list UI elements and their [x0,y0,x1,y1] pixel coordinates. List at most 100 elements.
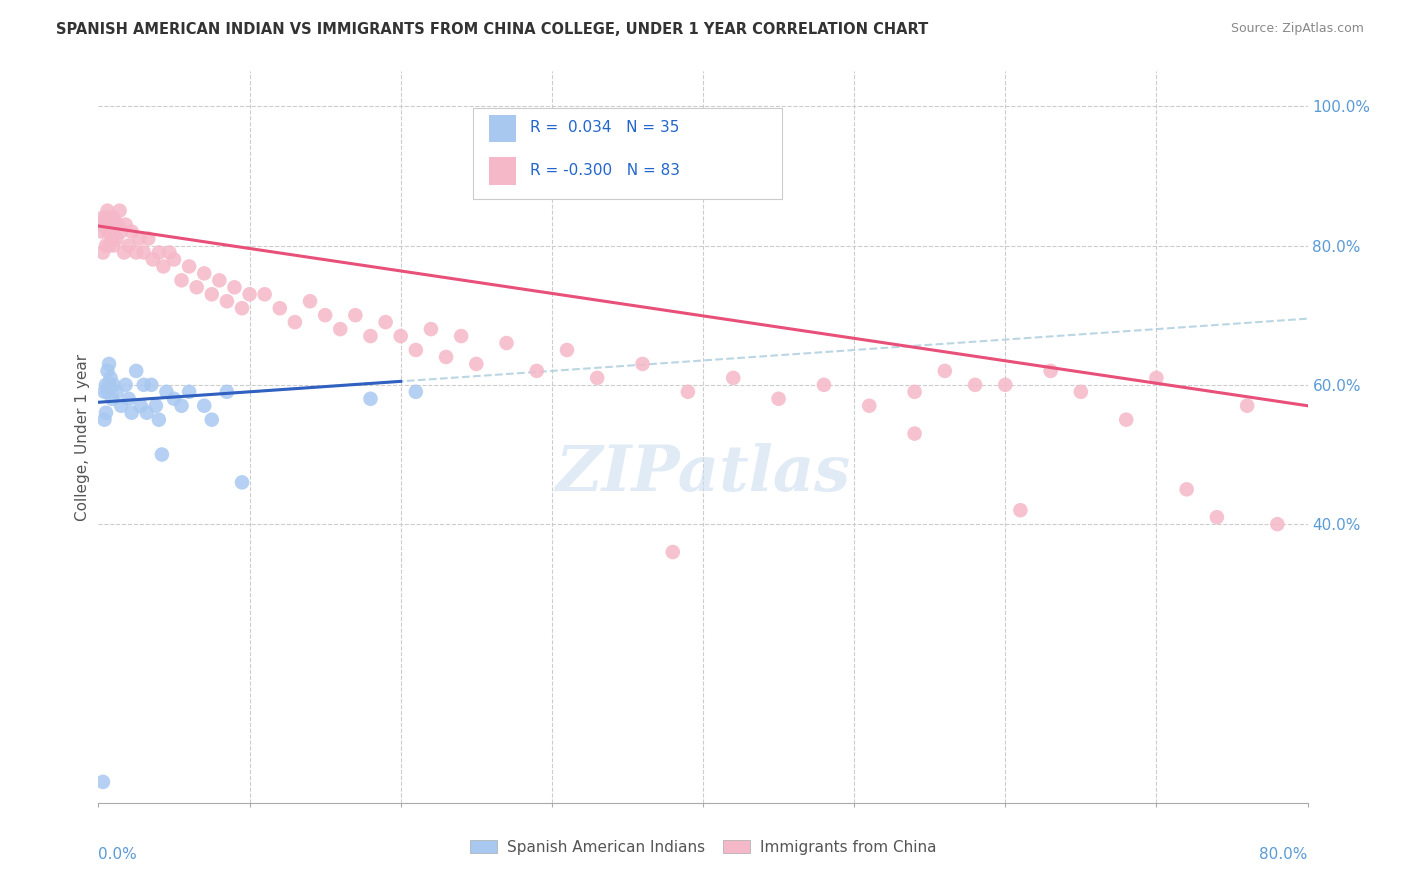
Text: SPANISH AMERICAN INDIAN VS IMMIGRANTS FROM CHINA COLLEGE, UNDER 1 YEAR CORRELATI: SPANISH AMERICAN INDIAN VS IMMIGRANTS FR… [56,22,928,37]
Point [284,315,307,329]
Point [96,384,118,399]
Text: ZIPatlas: ZIPatlas [555,443,851,504]
Point [299,294,322,309]
Point [132,377,155,392]
Point [434,350,457,364]
Point [1115,412,1137,426]
Point [495,336,517,351]
Point [145,399,167,413]
Point [661,545,683,559]
Point [1070,384,1092,399]
Text: R =  0.034   N = 35: R = 0.034 N = 35 [530,120,679,136]
FancyBboxPatch shape [489,114,516,143]
Point [128,231,150,245]
Point [1144,371,1167,385]
Point [96,225,118,239]
Point [405,343,427,357]
Point [269,301,291,316]
Point [94,238,117,252]
Point [231,475,253,490]
Text: 80.0%: 80.0% [1260,847,1308,862]
Point [148,245,170,260]
Point [114,377,136,392]
Point [100,211,122,225]
Point [121,406,143,420]
Point [360,392,382,406]
Point [239,287,262,301]
Legend: Spanish American Indians, Immigrants from China: Spanish American Indians, Immigrants fro… [464,834,942,861]
Point [94,211,117,225]
Point [586,371,609,385]
Point [93,384,115,399]
Point [1236,399,1258,413]
Point [91,211,114,225]
Point [142,252,165,267]
Point [208,273,231,287]
Point [96,364,118,378]
FancyBboxPatch shape [489,157,516,185]
Point [103,211,125,225]
Point [105,231,128,245]
Point [344,308,367,322]
Point [101,392,124,406]
Point [93,412,115,426]
Y-axis label: College, Under 1 year: College, Under 1 year [75,353,90,521]
Point [224,280,246,294]
Point [163,392,186,406]
Point [994,377,1017,392]
Point [112,245,135,260]
Point [107,218,129,232]
Point [329,322,352,336]
Point [150,448,173,462]
Point [98,238,121,252]
Point [90,225,112,239]
Point [450,329,472,343]
Point [108,203,131,218]
Point [98,225,121,239]
Point [163,252,186,267]
Point [152,260,174,274]
Point [91,245,114,260]
Point [465,357,488,371]
Point [155,384,177,399]
Point [858,399,880,413]
Point [314,308,336,322]
Point [768,392,790,406]
Point [676,384,699,399]
Point [103,238,125,252]
Point [110,225,132,239]
Point [723,371,745,385]
Point [100,371,122,385]
Point [1267,517,1289,532]
Point [193,266,215,280]
Text: Source: ZipAtlas.com: Source: ZipAtlas.com [1230,22,1364,36]
Point [93,218,115,232]
Point [360,329,382,343]
Point [125,245,148,260]
Point [179,384,201,399]
Point [1039,364,1062,378]
Point [125,364,148,378]
FancyBboxPatch shape [474,108,782,200]
Point [141,377,163,392]
Point [148,412,170,426]
Point [405,384,427,399]
Point [132,245,155,260]
Point [253,287,276,301]
Point [631,357,654,371]
Point [94,406,117,420]
Point [103,377,125,392]
Point [98,357,121,371]
Point [105,384,128,399]
Point [201,412,224,426]
Point [186,280,208,294]
Point [136,231,159,245]
Point [110,399,132,413]
Point [1175,483,1198,497]
Point [89,218,111,232]
Point [159,245,181,260]
Point [904,426,927,441]
Point [231,301,253,316]
Point [104,218,127,232]
Point [179,260,201,274]
